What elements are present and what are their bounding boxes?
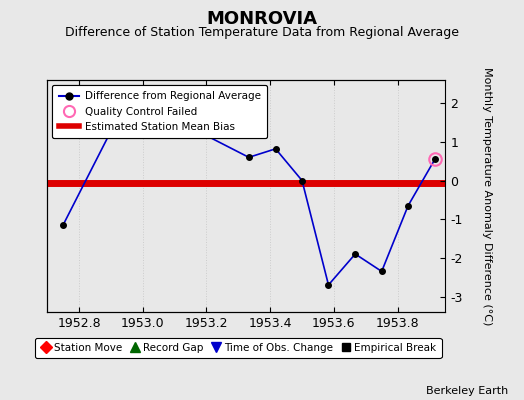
- Text: Berkeley Earth: Berkeley Earth: [426, 386, 508, 396]
- Legend: Difference from Regional Average, Quality Control Failed, Estimated Station Mean: Difference from Regional Average, Qualit…: [52, 85, 267, 138]
- Legend: Station Move, Record Gap, Time of Obs. Change, Empirical Break: Station Move, Record Gap, Time of Obs. C…: [35, 338, 442, 358]
- Text: MONROVIA: MONROVIA: [206, 10, 318, 28]
- Text: Difference of Station Temperature Data from Regional Average: Difference of Station Temperature Data f…: [65, 26, 459, 39]
- Y-axis label: Monthly Temperature Anomaly Difference (°C): Monthly Temperature Anomaly Difference (…: [482, 67, 492, 325]
